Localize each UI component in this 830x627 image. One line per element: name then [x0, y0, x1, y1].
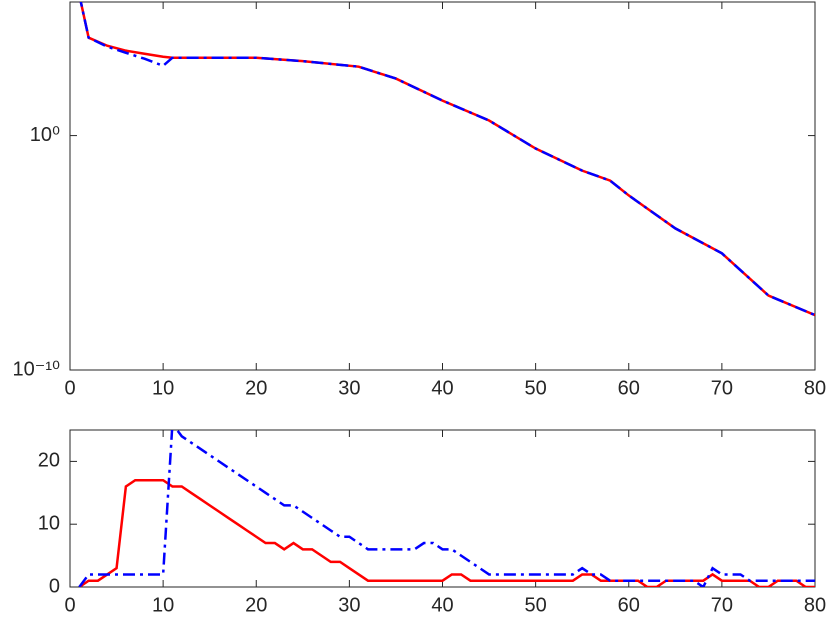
x-tick-label: 30 — [338, 594, 360, 616]
x-tick-label: 0 — [64, 594, 75, 616]
data-line — [79, 2, 815, 317]
x-tick-label: 80 — [804, 594, 826, 616]
x-tick-label: 20 — [245, 594, 267, 616]
data-line — [78, 478, 815, 587]
plot-frame — [69, 429, 816, 588]
x-tick-label: 40 — [431, 594, 453, 616]
y-tick-label: 0 — [49, 575, 60, 597]
data-line — [78, 430, 815, 587]
y-tick-label: 10⁻¹⁰ — [13, 358, 60, 380]
x-tick-label: 40 — [431, 377, 453, 399]
x-tick-label: 10 — [152, 594, 174, 616]
x-tick-label: 80 — [804, 377, 826, 399]
x-tick-label: 20 — [245, 377, 267, 399]
x-tick-label: 60 — [618, 377, 640, 399]
x-tick-label: 70 — [711, 377, 733, 399]
x-tick-label: 10 — [152, 377, 174, 399]
y-tick-label: 20 — [38, 450, 60, 472]
series-group — [78, 430, 815, 587]
x-tick-label: 30 — [338, 377, 360, 399]
axes: 0 10 20 30 40 50 60 70 80 0 10 20 — [38, 429, 826, 616]
x-tick-label: 50 — [525, 594, 547, 616]
y-tick-label: 10 — [38, 512, 60, 534]
x-tick-label: 70 — [711, 594, 733, 616]
y-tick-label: 10⁰ — [30, 124, 60, 146]
axes: 0 10 20 30 40 50 60 70 80 10⁻¹⁰ 10⁰ — [13, 1, 826, 399]
series-group — [79, 2, 815, 317]
x-tick-label: 50 — [525, 377, 547, 399]
x-tick-label: 0 — [64, 377, 75, 399]
x-tick-label: 60 — [618, 594, 640, 616]
data-line — [79, 2, 815, 317]
